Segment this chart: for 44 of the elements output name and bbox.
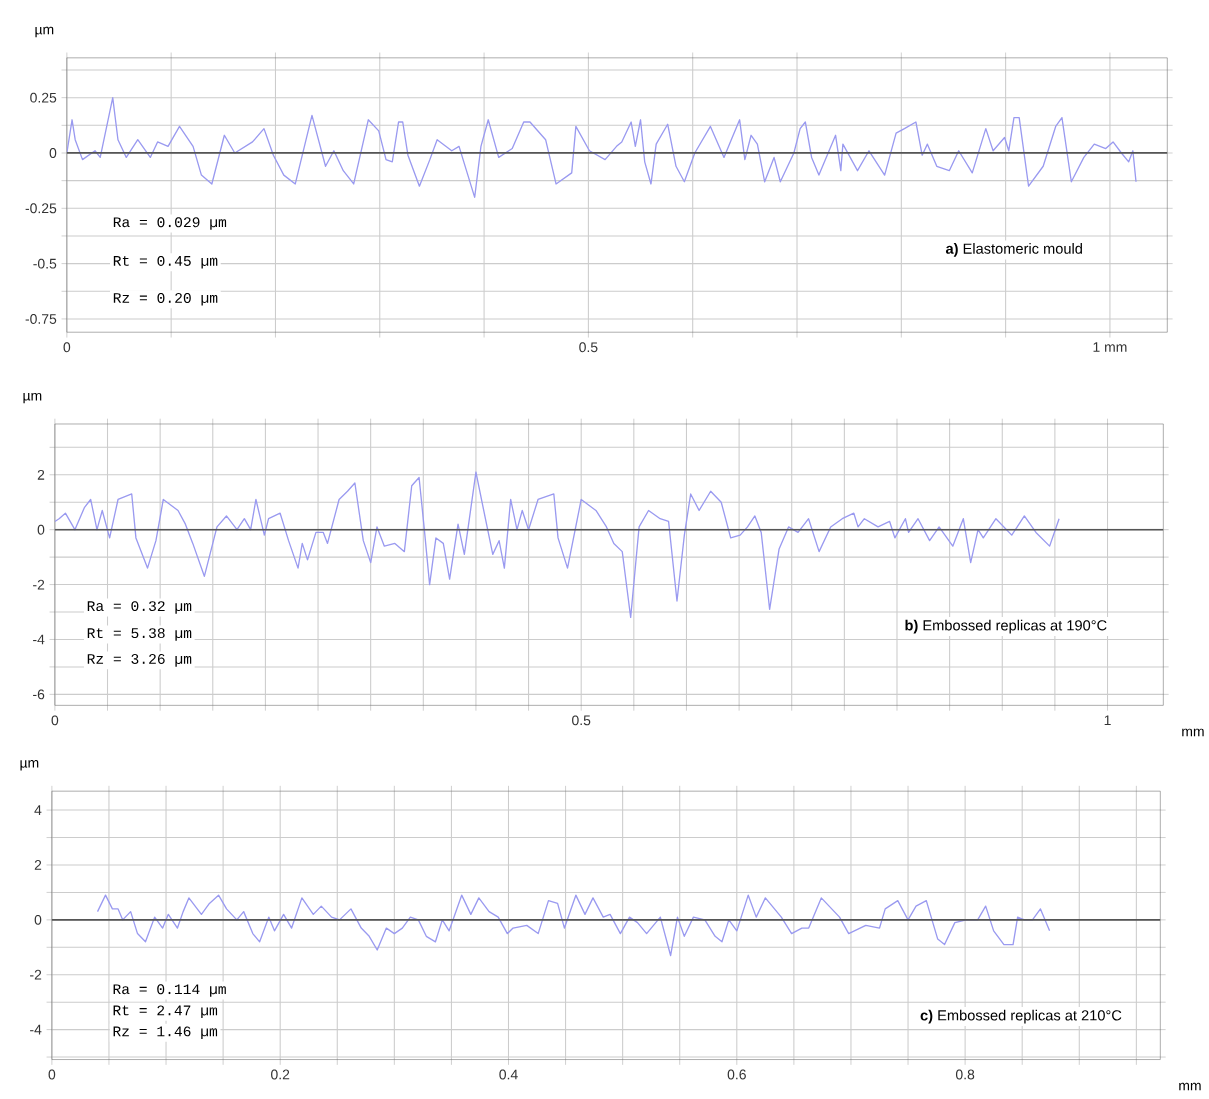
x-tick-label: 0 <box>63 342 71 352</box>
y-tick-label: 4 <box>34 805 42 815</box>
x-tick-label: 0.5 <box>579 342 598 352</box>
y-axis-title: µm <box>20 759 39 771</box>
line-series <box>66 96 1137 198</box>
x-tick-label: 0.6 <box>727 1069 746 1080</box>
line-series <box>54 471 1060 618</box>
y-tick-label: 0 <box>34 914 42 925</box>
x-tick-label: 0.2 <box>271 1069 290 1080</box>
y-tick-label: -2 <box>30 969 42 980</box>
y-tick-label: 2 <box>37 469 45 480</box>
x-tick-label: 0.5 <box>572 715 591 726</box>
y-tick-label: 0 <box>49 147 57 158</box>
x-tick-label: 0.4 <box>499 1069 518 1080</box>
annotation: Rt = 2.47 µm <box>113 1005 218 1018</box>
annotation: Rz = 3.26 µm <box>87 653 192 667</box>
y-tick-label: -4 <box>33 634 45 645</box>
y-axis-title: µm <box>23 392 42 404</box>
annotation: Ra = 0.029 µm <box>113 217 227 230</box>
x-tick-label: 1 mm <box>1093 342 1127 352</box>
x-axis-title: mm <box>1182 728 1204 736</box>
y-tick-label: -4 <box>30 1024 42 1035</box>
y-tick-label: 0.25 <box>30 92 57 103</box>
y-tick-label: -0.75 <box>25 313 57 324</box>
x-tick-label: 1 <box>1104 715 1111 725</box>
annotation: Ra = 0.114 µm <box>113 984 226 997</box>
annotation: Rt = 0.45 µm <box>113 255 218 269</box>
y-tick-label: -0.5 <box>33 258 57 269</box>
y-tick-label: 0 <box>37 524 45 535</box>
y-tick-label: -0.25 <box>25 203 57 214</box>
annotation: Rt = 5.38 µm <box>87 627 192 641</box>
y-axis-title: µm <box>35 26 54 37</box>
annotation: Ra = 0.32 µm <box>87 600 192 614</box>
annotation: b) Embossed replicas at 190°C <box>905 619 1107 634</box>
x-axis-title: mm <box>1179 1082 1201 1091</box>
annotation: c) Embossed replicas at 210°C <box>920 1009 1122 1024</box>
y-tick-label: 2 <box>34 859 42 870</box>
annotation: a) Elastomeric mould <box>945 242 1082 257</box>
y-tick-label: -2 <box>33 579 45 590</box>
x-tick-label: 0.8 <box>955 1069 975 1080</box>
line-series <box>96 894 1051 956</box>
annotation: Rz = 1.46 µm <box>113 1026 218 1039</box>
annotation: Rz = 0.20 µm <box>113 292 218 306</box>
y-tick-label: -6 <box>33 689 45 700</box>
